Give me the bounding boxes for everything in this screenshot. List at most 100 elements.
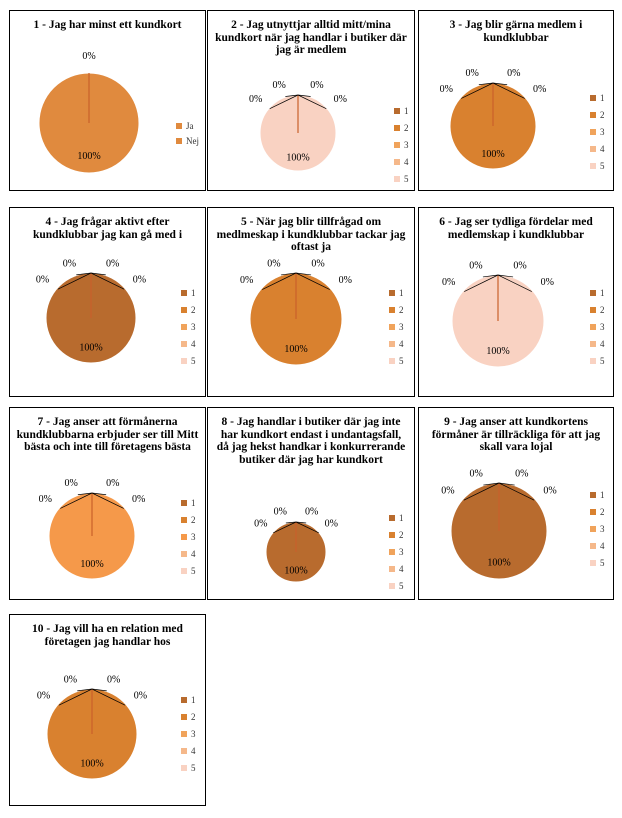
chart-title: 8 - Jag handlar i butiker där jag inte h… xyxy=(216,416,406,466)
legend-item: 3 xyxy=(389,547,404,557)
slice-label: 0% xyxy=(311,258,324,269)
legend-label: 4 xyxy=(399,564,404,574)
legend-item: 1 xyxy=(590,288,605,298)
slice-label: 0% xyxy=(64,674,77,685)
slice-label: 0% xyxy=(513,260,526,271)
legend-item: Ja xyxy=(176,121,194,131)
legend-item: 4 xyxy=(590,541,605,551)
legend-swatch xyxy=(389,515,395,521)
legend-label: 4 xyxy=(600,144,605,154)
legend-label: 4 xyxy=(191,746,196,756)
legend-swatch xyxy=(394,125,400,131)
chart-title: 10 - Jag vill ha en relation med företag… xyxy=(32,623,183,648)
slice-label: 100% xyxy=(80,559,103,570)
legend-label: 1 xyxy=(191,695,196,705)
legend-swatch xyxy=(590,290,596,296)
legend-label: 2 xyxy=(191,712,196,722)
slice-label: 0% xyxy=(267,258,280,269)
slice-label: 0% xyxy=(274,506,287,517)
legend-label: 2 xyxy=(404,123,409,133)
legend-item: 2 xyxy=(590,507,605,517)
legend-label: 3 xyxy=(600,127,605,137)
legend-label: 1 xyxy=(399,513,404,523)
legend-label: 2 xyxy=(600,305,605,315)
leader-line xyxy=(285,521,297,524)
chart-title: 4 - Jag frågar aktivt efter kundklubbar … xyxy=(32,216,183,241)
legend-item: 2 xyxy=(181,305,196,315)
legend-item: 1 xyxy=(181,695,196,705)
legend-item: 2 xyxy=(590,305,605,315)
legend-item: 4 xyxy=(181,549,196,559)
legend-item: 2 xyxy=(181,712,196,722)
slice-label: 0% xyxy=(64,478,77,489)
legend-label: 2 xyxy=(600,507,605,517)
pie-chart-panel: 8 - Jag handlar i butiker där jag inte h… xyxy=(207,407,415,600)
legend-item: 5 xyxy=(394,174,409,184)
legend-label: 3 xyxy=(399,322,404,332)
legend-item: Nej xyxy=(176,136,199,146)
legend-label: 4 xyxy=(600,339,605,349)
slice-label: 100% xyxy=(77,151,100,162)
legend-item: 3 xyxy=(389,322,404,332)
legend-label: 4 xyxy=(191,339,196,349)
leader-line xyxy=(285,94,299,97)
legend-item: 4 xyxy=(181,746,196,756)
slice-label: 100% xyxy=(80,758,103,769)
slice-label: 0% xyxy=(334,94,347,105)
legend-item: 3 xyxy=(590,524,605,534)
legend-swatch xyxy=(394,108,400,114)
leader-line xyxy=(492,82,525,99)
chart-title: 9 - Jag anser att kundkortens förmåner ä… xyxy=(431,416,601,453)
legend-swatch xyxy=(389,549,395,555)
legend-swatch xyxy=(181,714,187,720)
legend-label: 1 xyxy=(600,490,605,500)
slice-label: 0% xyxy=(543,486,556,497)
legend-swatch xyxy=(181,290,187,296)
legend-swatch xyxy=(181,568,187,574)
legend-swatch xyxy=(590,307,596,313)
legend-item: 4 xyxy=(394,157,409,167)
legend-swatch xyxy=(590,560,596,566)
leader-line xyxy=(295,521,319,534)
leader-line xyxy=(91,492,107,496)
legend-label: 3 xyxy=(399,547,404,557)
slice-label: 0% xyxy=(325,518,338,529)
leader-line xyxy=(91,492,124,509)
legend-swatch xyxy=(590,543,596,549)
legend-item: 4 xyxy=(590,144,605,154)
legend-label: 1 xyxy=(404,106,409,116)
legend-label: Ja xyxy=(186,121,194,131)
legend-swatch xyxy=(389,566,395,572)
legend-swatch xyxy=(389,341,395,347)
pie-svg: 0% 0% 0% 0% 100% xyxy=(441,468,557,580)
legend-swatch xyxy=(181,551,187,557)
legend-item: 2 xyxy=(590,110,605,120)
legend-swatch xyxy=(181,765,187,771)
legend-swatch xyxy=(590,112,596,118)
legend-item: 5 xyxy=(590,161,605,171)
legend-swatch xyxy=(590,358,596,364)
legend-swatch xyxy=(590,95,596,101)
legend-swatch xyxy=(176,123,182,129)
legend-swatch xyxy=(590,163,596,169)
legend-swatch xyxy=(181,307,187,313)
legend-label: 3 xyxy=(191,729,196,739)
pie-chart-panel: 3 - Jag blir gärna medlem i kundklubbar 0… xyxy=(418,10,614,191)
leader-line xyxy=(498,482,535,501)
leader-line xyxy=(295,272,330,290)
legend-item: 5 xyxy=(181,356,196,366)
legend-swatch xyxy=(590,146,596,152)
leader-line xyxy=(295,521,307,524)
legend-swatch xyxy=(389,532,395,538)
pie-chart-panel: 2 - Jag utnyttjar alltid mitt/mina kundk… xyxy=(207,10,415,191)
leader-line xyxy=(273,521,297,534)
slice-label: 0% xyxy=(133,275,146,286)
leader-line xyxy=(297,94,327,109)
legend-swatch xyxy=(181,748,187,754)
leader-line xyxy=(498,482,515,486)
leader-line xyxy=(483,482,500,486)
leader-line xyxy=(482,274,499,278)
slice-label: 0% xyxy=(39,494,52,505)
slice-label: 0% xyxy=(305,506,318,517)
pie-chart-panel: 4 - Jag frågar aktivt efter kundklubbar … xyxy=(9,207,206,397)
